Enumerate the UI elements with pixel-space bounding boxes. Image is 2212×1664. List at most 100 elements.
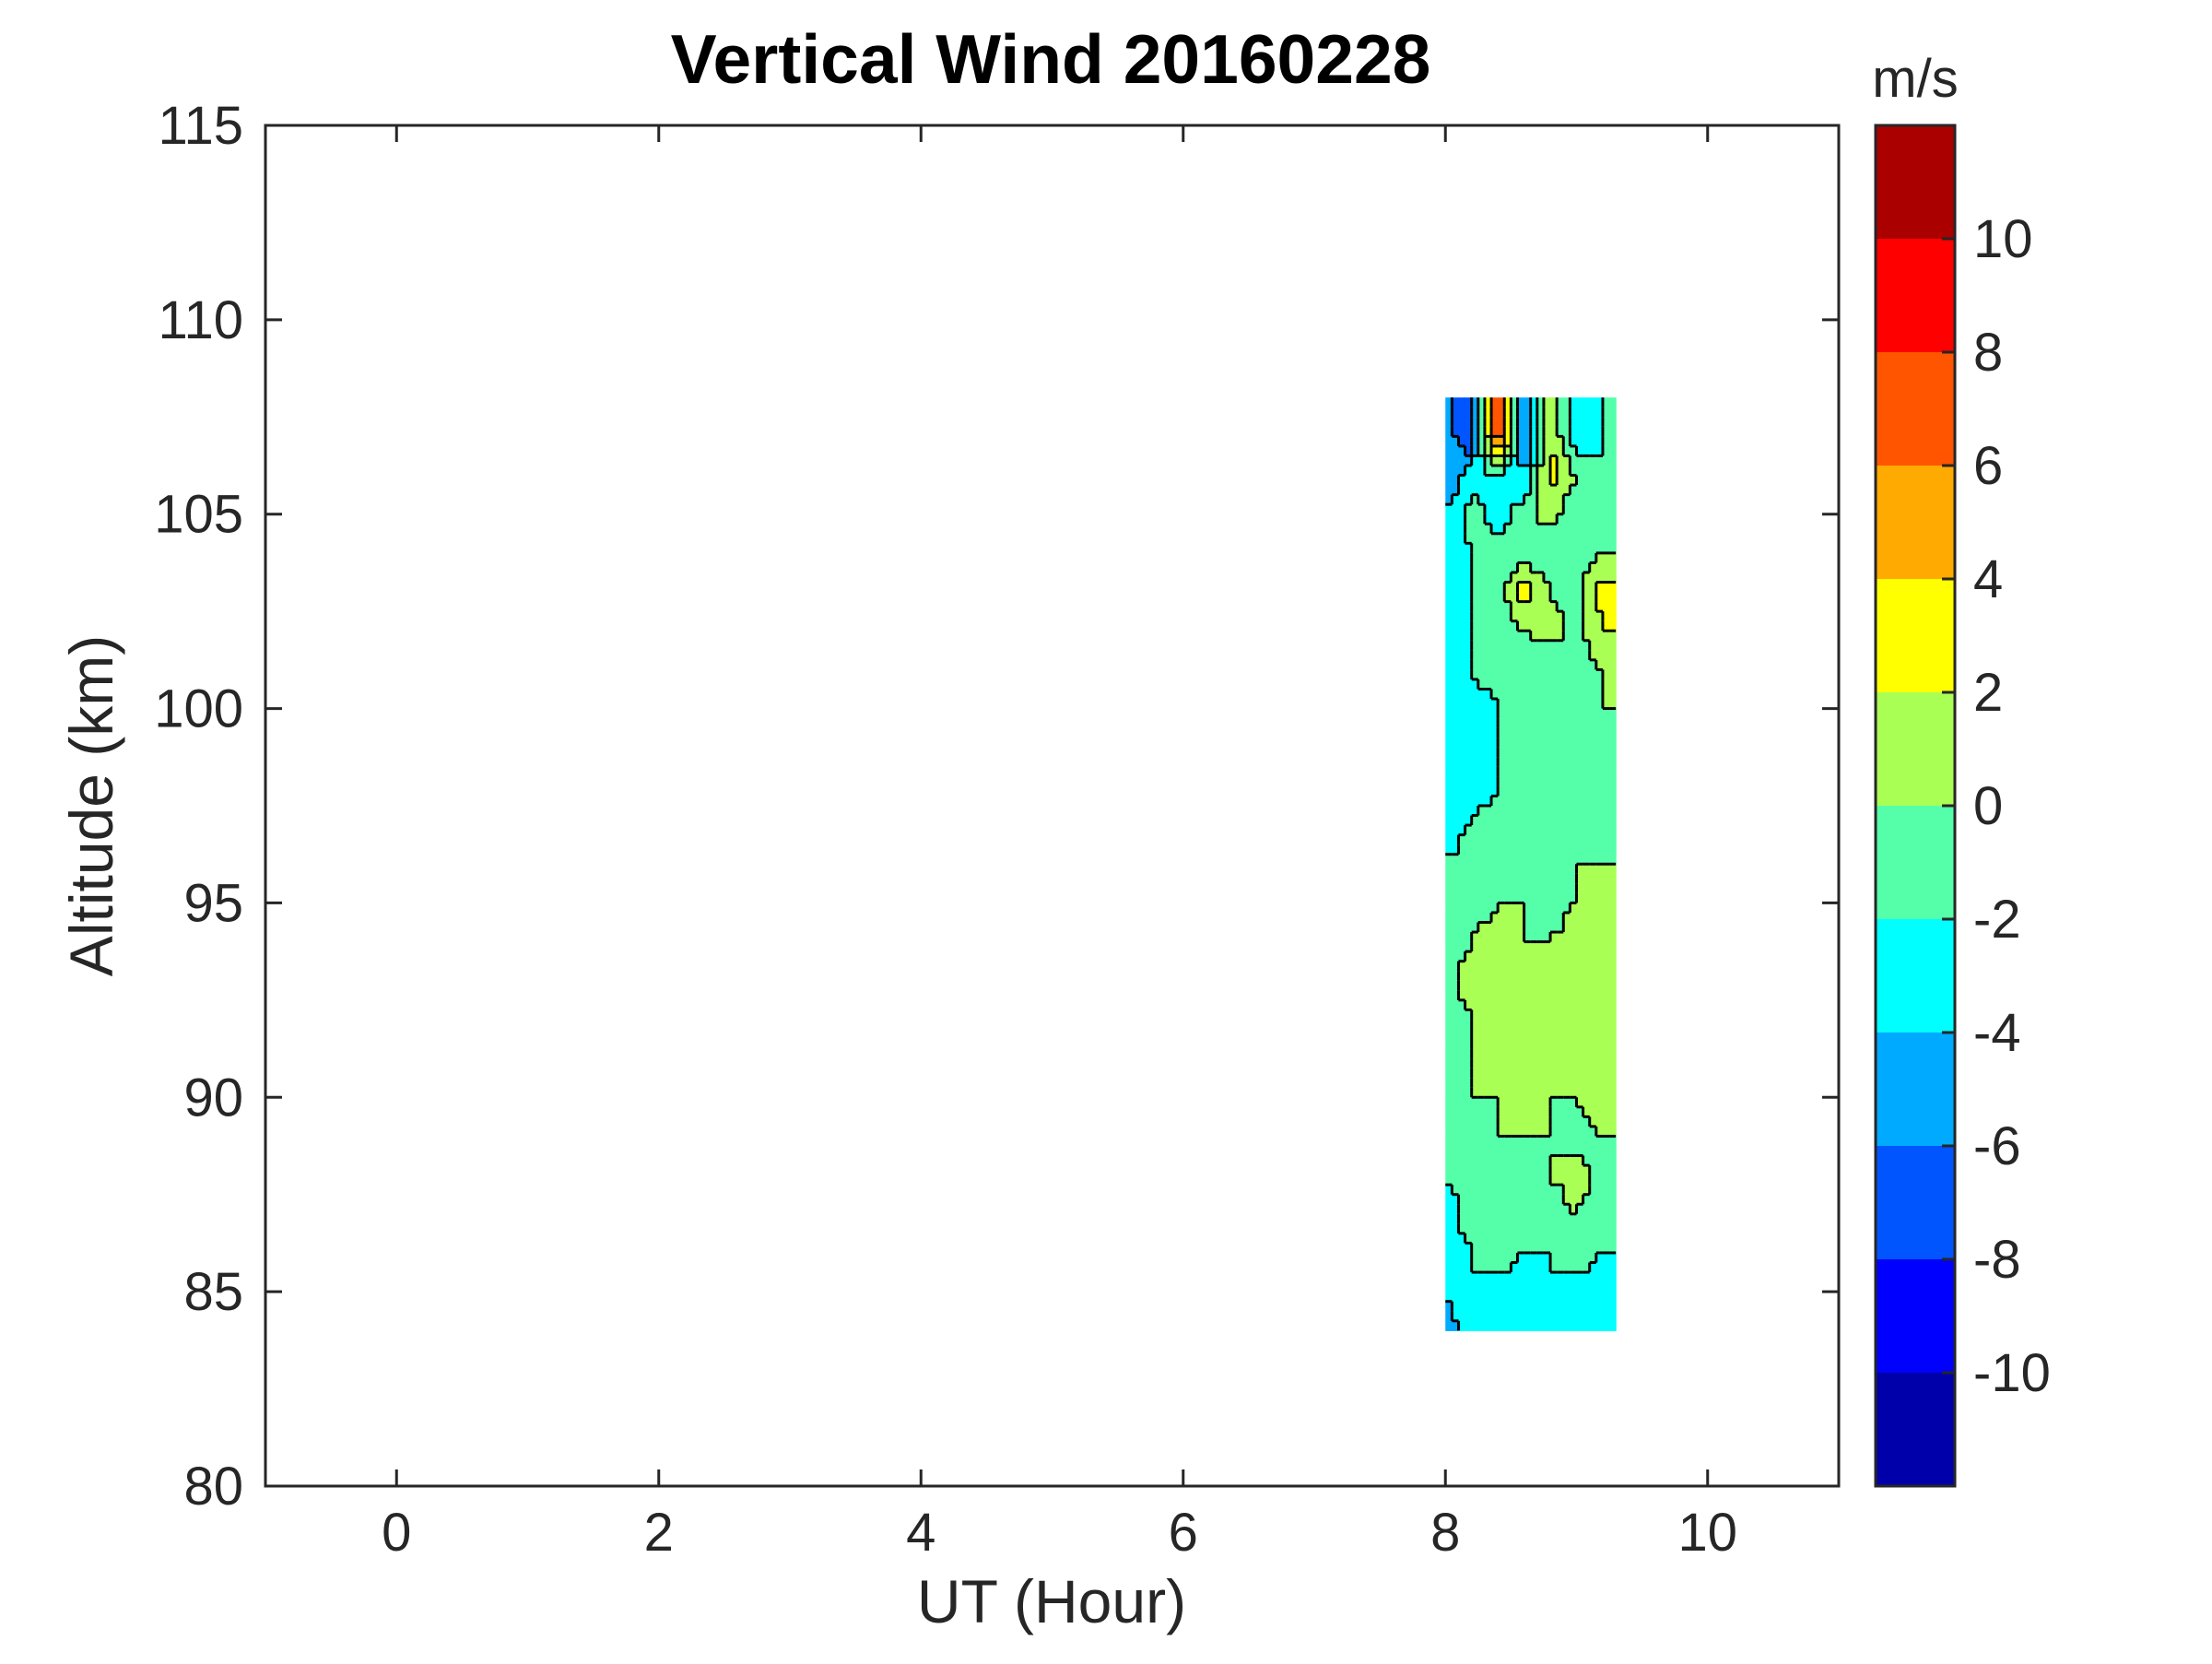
field-cell [1491,941,1499,952]
field-cell [1543,1058,1551,1069]
field-cell [1445,1155,1453,1166]
field-cell [1530,1223,1538,1234]
field-cell [1477,475,1486,486]
field-cell [1491,1243,1499,1254]
colorbar-tick-label: -2 [1973,890,2021,950]
field-cell [1583,1320,1591,1331]
field-cell [1445,1097,1453,1108]
field-cell [1530,766,1538,777]
field-cell [1445,436,1453,447]
field-cell [1504,572,1512,584]
field-cell [1595,806,1604,817]
field-cell [1471,912,1479,924]
field-cell [1445,1320,1453,1331]
field-cell [1517,1204,1525,1215]
field-cell [1465,1243,1473,1254]
field-cell [1609,466,1617,477]
field-cell [1498,1301,1505,1312]
field-cell [1570,796,1578,807]
field-cell [1583,699,1591,710]
field-cell [1530,640,1538,651]
field-cell [1524,1243,1532,1254]
field-cell [1543,747,1551,758]
field-cell [1484,640,1492,651]
field-cell [1543,611,1551,622]
field-cell [1452,455,1460,466]
field-cell [1543,708,1551,719]
field-cell [1576,689,1584,700]
field-cell [1589,620,1597,631]
field-cell [1458,494,1466,505]
field-cell [1530,601,1538,612]
field-cell [1477,922,1486,933]
field-cell [1609,1233,1617,1245]
field-cell [1570,689,1578,700]
field-cell [1543,485,1551,496]
field-cell [1517,980,1525,991]
field-cell [1477,1213,1486,1224]
field-cell [1557,1058,1564,1069]
field-cell [1465,1185,1473,1196]
field-cell [1491,961,1499,972]
field-cell [1609,1136,1617,1147]
field-cell [1452,426,1460,437]
field-cell [1511,892,1519,904]
field-cell [1465,971,1473,982]
field-cell [1498,1311,1505,1322]
field-cell [1445,1292,1453,1303]
field-cell [1602,1155,1610,1166]
field-cell [1524,504,1532,515]
field-cell [1465,1281,1473,1292]
field-cell [1517,1174,1525,1186]
field-cell [1491,631,1499,642]
field-cell [1550,689,1558,700]
colorbar-tick-label: -4 [1973,1003,2021,1063]
field-cell [1465,1068,1473,1079]
colorbar-level [1876,125,1955,239]
field-cell [1543,854,1551,865]
field-cell [1602,592,1610,603]
field-cell [1511,961,1519,972]
field-cell [1609,1078,1617,1089]
field-cell [1471,844,1479,856]
field-cell [1504,990,1512,1001]
field-cell [1445,873,1453,884]
field-cell [1445,1116,1453,1127]
field-cell [1583,747,1591,758]
field-cell [1543,524,1551,535]
field-cell [1471,533,1479,544]
field-cell [1504,552,1512,564]
field-cell [1445,1146,1453,1157]
field-cell [1452,922,1460,933]
field-cell [1563,679,1571,690]
field-cell [1445,990,1453,1001]
field-cell [1550,1174,1558,1186]
field-cell [1536,727,1545,738]
field-cell [1517,1087,1525,1098]
field-cell [1477,951,1486,962]
x-tick-label: 0 [382,1503,411,1563]
field-cell [1445,417,1453,428]
field-cell [1511,999,1519,1010]
field-cell [1557,407,1564,418]
field-cell [1595,844,1604,856]
field-cell [1511,679,1519,690]
field-cell [1576,543,1584,554]
field-cell [1595,417,1604,428]
field-cell [1477,1048,1486,1059]
field-cell [1452,903,1460,914]
field-cell [1557,1155,1564,1166]
field-cell [1550,747,1558,758]
field-cell [1576,659,1584,670]
field-cell [1557,436,1564,447]
field-cell [1504,815,1512,826]
field-cell [1465,854,1473,865]
field-cell [1524,601,1532,612]
field-cell [1511,1194,1519,1205]
field-cell [1477,932,1486,943]
field-cell [1595,1068,1604,1079]
field-cell [1602,1281,1610,1292]
field-cell [1536,815,1545,826]
field-cell [1609,815,1617,826]
